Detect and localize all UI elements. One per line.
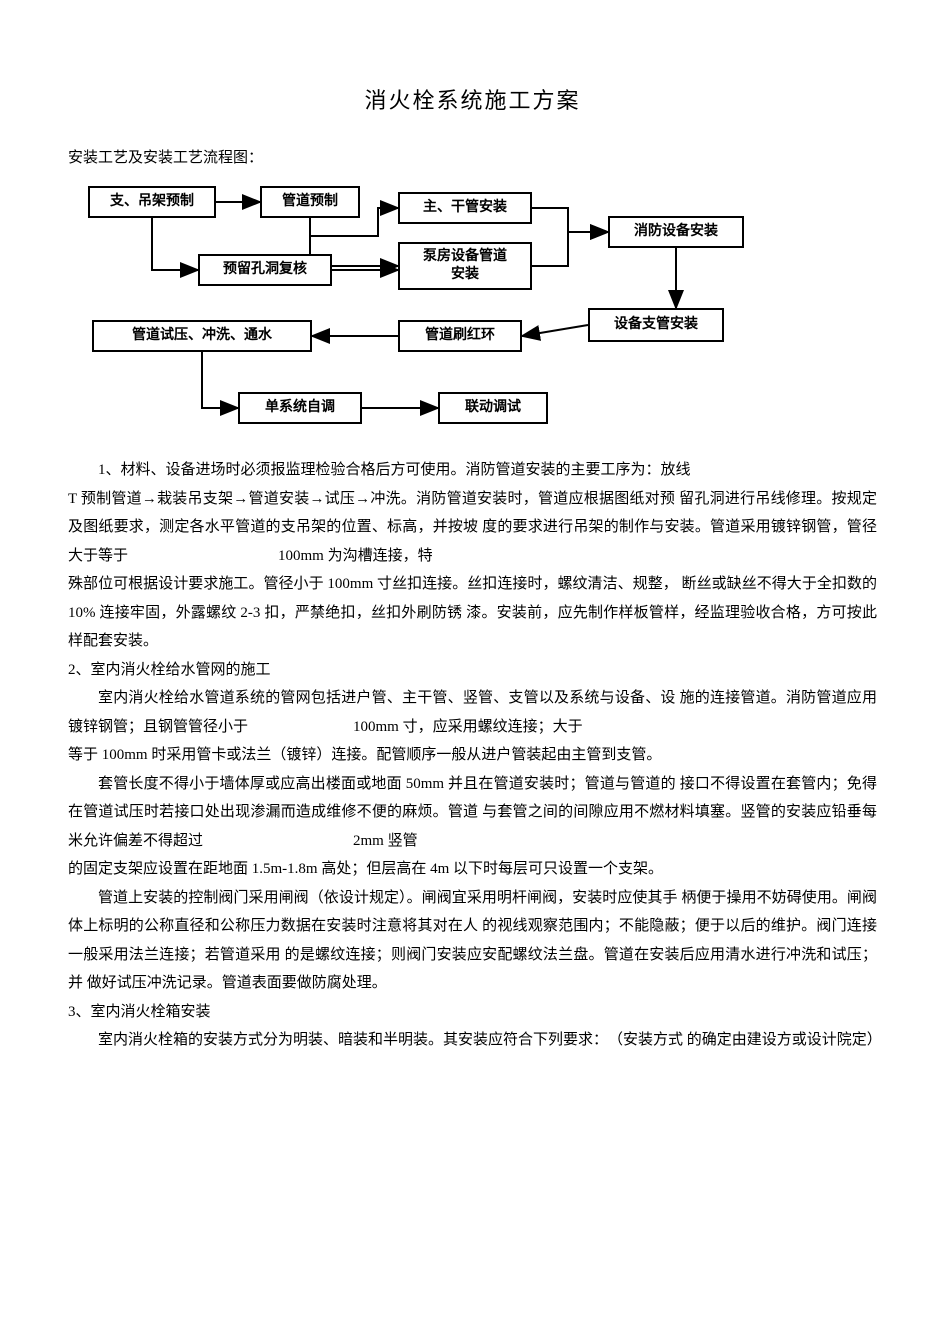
paragraph: 等于 100mm 时采用管卡或法兰（镀锌）连接。配管顺序一般从进户管装起由主管到…: [68, 741, 877, 770]
paragraph: 管道上安装的控制阀门采用闸阀（依设计规定）。闸阀宜采用明杆闸阀，安装时应使其手 …: [68, 884, 877, 998]
flow-node: 消防设备安装: [608, 216, 744, 248]
paragraph: 1、材料、设备进场时必须报监理检验合格后方可使用。消防管道安装的主要工序为：放线: [68, 456, 877, 485]
flow-node: 管道试压、冲洗、通水: [92, 320, 312, 352]
flow-edge: [202, 352, 238, 408]
flow-edge: [152, 218, 198, 270]
paragraph: 室内消火栓箱的安装方式分为明装、暗装和半明装。其安装应符合下列要求： （安装方式…: [68, 1026, 877, 1055]
paragraph: 的固定支架应设置在距地面 1.5m-1.8m 高处；但层高在 4m 以下时每层可…: [68, 855, 877, 884]
flow-node: 管道预制: [260, 186, 360, 218]
flow-node: 联动调试: [438, 392, 548, 424]
flow-node: 单系统自调: [238, 392, 362, 424]
paragraph: 室内消火栓给水管道系统的管网包括进户管、主干管、竖管、支管以及系统与设备、设 施…: [68, 684, 877, 741]
flow-edge: [532, 232, 608, 266]
body-text: 1、材料、设备进场时必须报监理检验合格后方可使用。消防管道安装的主要工序为：放线…: [68, 456, 877, 1055]
flow-node: 主、干管安装: [398, 192, 532, 224]
flow-edge: [532, 208, 608, 232]
flow-node: 设备支管安装: [588, 308, 724, 342]
paragraph: 套管长度不得小于墙体厚或应高出楼面或地面 50mm 并且在管道安装时；管道与管道…: [68, 770, 877, 856]
flow-node: 支、吊架预制: [88, 186, 216, 218]
flowchart: 支、吊架预制 管道预制 主、干管安装消防设备安装泵房设备管道 安装 预留孔洞复核设备支…: [68, 178, 828, 438]
paragraph: 2、室内消火栓给水管网的施工: [68, 656, 877, 685]
paragraph: T 预制管道→栽装吊支架→管道安装→试压→冲洗。消防管道安装时，管道应根据图纸对…: [68, 485, 877, 571]
paragraph: 殊部位可根据设计要求施工。管径小于 100mm 寸丝扣连接。丝扣连接时，螺纹清洁…: [68, 570, 877, 656]
flow-node: 预留孔洞复核: [198, 254, 332, 286]
page-title: 消火栓系统施工方案: [68, 80, 877, 122]
paragraph: 3、室内消火栓箱安装: [68, 998, 877, 1027]
flow-edge: [522, 325, 588, 336]
flow-node: 泵房设备管道 安装: [398, 242, 532, 290]
flow-caption: 安装工艺及安装工艺流程图：: [68, 144, 877, 173]
flow-node: 管道刷红环: [398, 320, 522, 352]
